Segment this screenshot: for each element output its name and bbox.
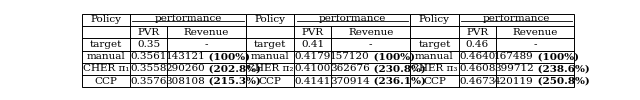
Text: 370914: 370914 — [330, 77, 369, 86]
Text: -: - — [369, 40, 372, 49]
Text: Policy: Policy — [419, 15, 450, 24]
Text: 308108: 308108 — [166, 77, 205, 86]
Text: -: - — [533, 40, 537, 49]
Text: CHER π₁: CHER π₁ — [83, 64, 129, 74]
Text: 0.4640: 0.4640 — [459, 52, 495, 61]
Text: Revenue: Revenue — [348, 28, 394, 37]
Text: 0.35: 0.35 — [137, 40, 160, 49]
Text: (100%): (100%) — [369, 52, 415, 61]
Text: CHER π₃: CHER π₃ — [411, 64, 458, 74]
Text: CCP: CCP — [259, 77, 282, 86]
Text: 0.3576: 0.3576 — [131, 77, 166, 86]
Text: 420119: 420119 — [494, 77, 534, 86]
Text: (215.3%): (215.3%) — [205, 77, 261, 86]
Text: PVR: PVR — [466, 28, 488, 37]
Text: 362676: 362676 — [330, 64, 369, 74]
Text: CCP: CCP — [94, 77, 117, 86]
Text: target: target — [418, 40, 451, 49]
Text: target: target — [90, 40, 122, 49]
Text: performance: performance — [319, 14, 386, 23]
Text: 157120: 157120 — [330, 52, 369, 61]
Text: performance: performance — [483, 14, 550, 23]
Text: 290260: 290260 — [166, 64, 205, 74]
Text: 0.41: 0.41 — [301, 40, 324, 49]
Text: 0.3558: 0.3558 — [131, 64, 166, 74]
Text: manual: manual — [86, 52, 125, 61]
Text: 0.46: 0.46 — [465, 40, 489, 49]
Text: (250.8%): (250.8%) — [534, 77, 589, 86]
Text: (100%): (100%) — [205, 52, 250, 61]
Text: 143121: 143121 — [166, 52, 205, 61]
Bar — [410, 14, 575, 88]
Text: Policy: Policy — [90, 15, 122, 24]
Text: 167489: 167489 — [494, 52, 534, 61]
Text: -: - — [205, 40, 208, 49]
Text: (236.1%): (236.1%) — [369, 77, 426, 86]
Text: (202.8%): (202.8%) — [205, 64, 261, 74]
Text: Revenue: Revenue — [513, 28, 557, 37]
Text: manual: manual — [415, 52, 454, 61]
Text: PVR: PVR — [301, 28, 324, 37]
Text: 0.4179: 0.4179 — [294, 52, 331, 61]
Text: 0.4673: 0.4673 — [459, 77, 495, 86]
Text: CCP: CCP — [423, 77, 446, 86]
Text: Revenue: Revenue — [184, 28, 229, 37]
Text: 0.4100: 0.4100 — [294, 64, 331, 74]
Text: PVR: PVR — [138, 28, 159, 37]
Text: (100%): (100%) — [534, 52, 579, 61]
Text: performance: performance — [154, 14, 221, 23]
Text: (230.8%): (230.8%) — [369, 64, 426, 74]
Text: 0.4608: 0.4608 — [459, 64, 495, 74]
Text: CHER π₂: CHER π₂ — [247, 64, 293, 74]
Text: 0.4141: 0.4141 — [294, 77, 331, 86]
Text: target: target — [254, 40, 286, 49]
Text: 399712: 399712 — [494, 64, 534, 74]
Bar — [246, 14, 410, 88]
Bar — [81, 14, 246, 88]
Text: (238.6%): (238.6%) — [534, 64, 589, 74]
Text: Policy: Policy — [255, 15, 285, 24]
Text: manual: manual — [251, 52, 289, 61]
Text: 0.3561: 0.3561 — [131, 52, 166, 61]
